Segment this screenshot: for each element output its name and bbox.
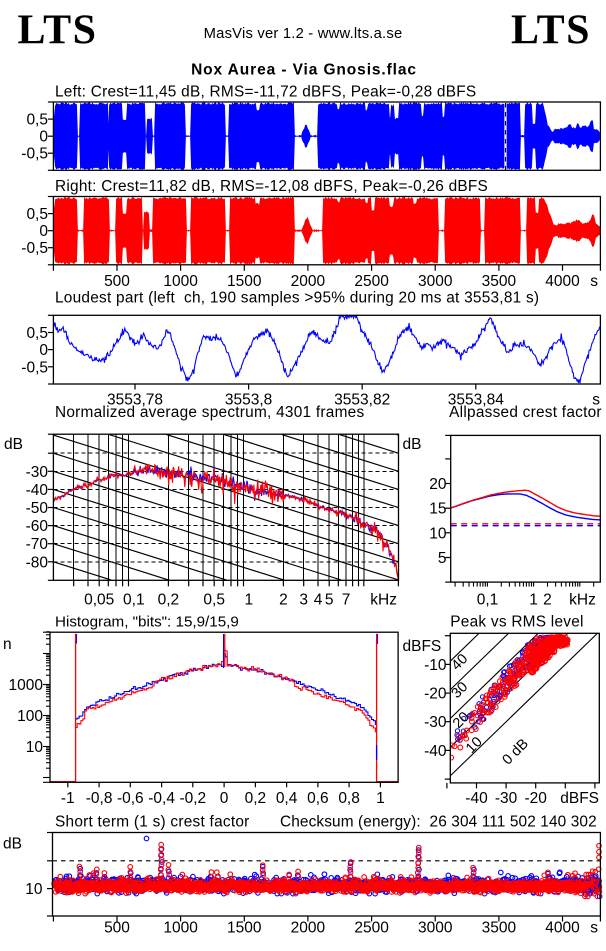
svg-text:3553,8: 3553,8 — [225, 392, 272, 409]
svg-text:-0,4: -0,4 — [148, 790, 175, 807]
svg-text:0: 0 — [39, 342, 48, 359]
svg-text:2: 2 — [543, 592, 552, 609]
svg-text:Loudest part (left ch, 190 sa: Loudest part (left ch, 190 samples >95% … — [55, 290, 539, 307]
svg-text:dBFS: dBFS — [403, 638, 442, 655]
svg-text:3553,84: 3553,84 — [448, 392, 504, 409]
svg-text:-30: -30 — [424, 714, 447, 731]
svg-text:LTS: LTS — [18, 8, 98, 54]
svg-text:10: 10 — [26, 739, 44, 756]
svg-text:0,1: 0,1 — [123, 592, 145, 609]
svg-text:1000: 1000 — [163, 920, 198, 937]
svg-text:10: 10 — [25, 881, 43, 898]
svg-text:Left: Crest=11,45 dB, RMS=-11,: Left: Crest=11,45 dB, RMS=-11,72 dBFS, P… — [55, 84, 476, 101]
svg-text:500: 500 — [104, 273, 130, 290]
svg-text:2000: 2000 — [291, 920, 326, 937]
svg-text:0,5: 0,5 — [26, 112, 48, 129]
svg-text:0: 0 — [39, 223, 48, 240]
svg-text:kHz: kHz — [370, 592, 397, 609]
svg-text:dB: dB — [4, 436, 23, 453]
svg-text:Histogram, "bits": 15,9/15,9: Histogram, "bits": 15,9/15,9 — [55, 614, 239, 631]
svg-text:0,5: 0,5 — [203, 592, 225, 609]
svg-text:n: n — [3, 636, 12, 653]
svg-text:4: 4 — [314, 592, 323, 609]
svg-text:1: 1 — [376, 790, 385, 807]
svg-text:3: 3 — [299, 592, 308, 609]
svg-text:0,6: 0,6 — [307, 790, 329, 807]
svg-text:3553,82: 3553,82 — [334, 392, 390, 409]
svg-text:LTS: LTS — [511, 8, 591, 54]
svg-text:Right: Crest=11,82 dB, RMS=-12: Right: Crest=11,82 dB, RMS=-12,08 dBFS, … — [55, 178, 488, 195]
svg-text:Peak vs RMS level: Peak vs RMS level — [450, 614, 583, 631]
svg-text:-0,5: -0,5 — [21, 240, 48, 257]
svg-text:2000: 2000 — [291, 273, 326, 290]
svg-text:-20: -20 — [424, 686, 447, 703]
svg-text:1: 1 — [244, 592, 253, 609]
svg-text:0,8: 0,8 — [338, 790, 360, 807]
svg-text:0,4: 0,4 — [276, 790, 298, 807]
svg-text:-40: -40 — [465, 790, 488, 807]
svg-text:1000: 1000 — [9, 677, 44, 694]
svg-text:7: 7 — [342, 592, 351, 609]
svg-text:MasVis ver 1.2 - www.lts.a.se: MasVis ver 1.2 - www.lts.a.se — [204, 26, 403, 42]
svg-text:2500: 2500 — [354, 920, 389, 937]
svg-text:dB: dB — [403, 436, 422, 453]
svg-text:-0,5: -0,5 — [21, 359, 48, 376]
svg-text:0,5: 0,5 — [26, 206, 48, 223]
svg-text:Allpassed crest factor: Allpassed crest factor — [449, 404, 602, 421]
svg-text:0,2: 0,2 — [158, 592, 180, 609]
svg-text:-20: -20 — [524, 790, 547, 807]
svg-text:-60: -60 — [26, 518, 49, 535]
svg-text:-30: -30 — [495, 790, 518, 807]
svg-text:-0,5: -0,5 — [21, 146, 48, 163]
svg-text:500: 500 — [104, 920, 130, 937]
svg-text:3000: 3000 — [418, 920, 453, 937]
svg-text:-80: -80 — [26, 554, 49, 571]
svg-text:s: s — [592, 392, 600, 409]
svg-text:dB: dB — [3, 836, 22, 853]
svg-text:10: 10 — [429, 525, 447, 542]
svg-text:20: 20 — [429, 476, 447, 493]
svg-text:dBFS: dBFS — [560, 790, 599, 807]
svg-text:-10: -10 — [424, 657, 447, 674]
svg-text:0,2: 0,2 — [245, 790, 267, 807]
svg-text:Nox Aurea - Via Gnosis.flac: Nox Aurea - Via Gnosis.flac — [191, 62, 417, 79]
svg-text:15: 15 — [429, 501, 446, 518]
svg-text:5: 5 — [325, 592, 334, 609]
svg-text:0: 0 — [220, 790, 229, 807]
svg-text:Short term (1 s) crest factor: Short term (1 s) crest factor — [55, 814, 250, 831]
svg-text:1000: 1000 — [163, 273, 198, 290]
svg-text:3553,78: 3553,78 — [107, 392, 163, 409]
svg-text:1500: 1500 — [227, 273, 262, 290]
svg-text:-70: -70 — [26, 536, 49, 553]
svg-text:1: 1 — [529, 592, 538, 609]
svg-text:0,1: 0,1 — [477, 592, 499, 609]
svg-text:-1: -1 — [61, 790, 75, 807]
svg-text:2: 2 — [279, 592, 288, 609]
svg-text:-40: -40 — [26, 482, 49, 499]
svg-text:Checksum (energy): 26 304 111: Checksum (energy): 26 304 111 502 140 30… — [280, 814, 597, 831]
svg-text:3000: 3000 — [418, 273, 453, 290]
svg-text:-50: -50 — [26, 500, 49, 517]
svg-text:3500: 3500 — [482, 273, 517, 290]
svg-text:-0,6: -0,6 — [117, 790, 144, 807]
svg-text:s: s — [590, 920, 598, 937]
svg-text:-40: -40 — [424, 743, 447, 760]
svg-text:-0,8: -0,8 — [86, 790, 113, 807]
svg-text:-0,2: -0,2 — [179, 790, 206, 807]
svg-text:2500: 2500 — [354, 273, 389, 290]
svg-text:3500: 3500 — [482, 920, 517, 937]
svg-text:5: 5 — [438, 550, 447, 567]
svg-text:-30: -30 — [26, 464, 49, 481]
svg-text:Normalized average spectrum, 4: Normalized average spectrum, 4301 frames — [55, 404, 364, 421]
svg-text:100: 100 — [17, 708, 43, 725]
svg-text:0: 0 — [39, 129, 48, 146]
svg-text:4000: 4000 — [545, 273, 580, 290]
svg-text:4000: 4000 — [545, 920, 580, 937]
svg-text:kHz: kHz — [569, 592, 596, 609]
svg-text:1500: 1500 — [227, 920, 262, 937]
svg-text:s: s — [590, 273, 598, 290]
svg-text:0,05: 0,05 — [84, 592, 114, 609]
svg-text:0,5: 0,5 — [26, 325, 48, 342]
